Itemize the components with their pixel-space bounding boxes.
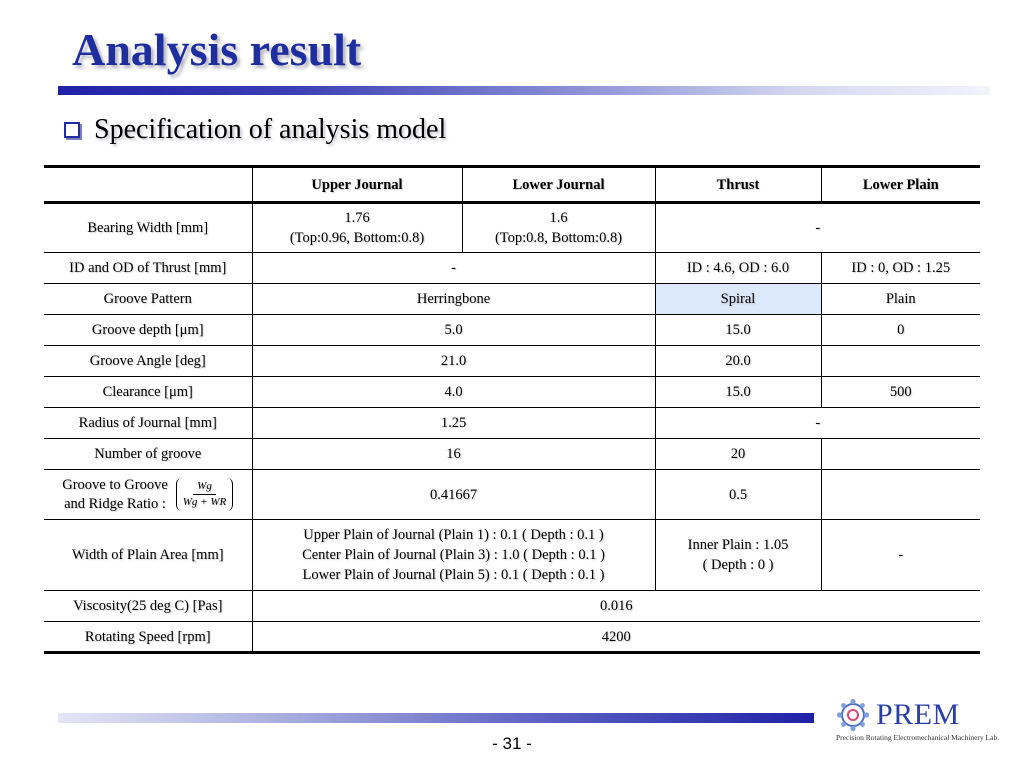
footer-gradient-bar xyxy=(58,713,814,723)
table-row-groove-ratio: Groove to Groove and Ridge Ratio : Wg Wg… xyxy=(44,469,980,520)
table-row-id-od: ID and OD of Thrust [mm] - ID : 4.6, OD … xyxy=(44,252,980,284)
row-label: ID and OD of Thrust [mm] xyxy=(44,252,253,284)
plain-1-text: Upper Plain of Journal (Plain 1) : 0.1 (… xyxy=(303,527,604,543)
cell-value: 1.76 xyxy=(344,210,370,226)
cell-thrust: ID : 4.6, OD : 6.0 xyxy=(654,252,822,284)
cell-upper-journal: 1.76 (Top:0.96, Bottom:0.8) xyxy=(251,202,463,253)
row-label-line1: Groove to Groove xyxy=(62,476,168,493)
cell-thrust: 0.5 xyxy=(654,469,822,520)
row-label: Radius of Journal [mm] xyxy=(44,407,253,439)
cell-plain: 500 xyxy=(820,376,980,408)
header-lower-journal: Lower Journal xyxy=(461,166,656,204)
cell-plain: Plain xyxy=(820,283,980,315)
slide-title: Analysis result xyxy=(72,24,362,75)
row-label: Groove Angle [deg] xyxy=(44,345,253,377)
cell-plain xyxy=(820,438,980,470)
cell-thrust: 20 xyxy=(654,438,822,470)
inner-plain-text: Inner Plain : 1.05 xyxy=(687,537,789,553)
ratio-formula: Wg Wg + WR xyxy=(175,478,234,511)
cell-thrust-highlighted: Spiral xyxy=(654,283,822,315)
specification-table: Upper Journal Lower Journal Thrust Lower… xyxy=(44,165,980,654)
row-label: Rotating Speed [rpm] xyxy=(44,621,253,653)
formula-denominator: Wg + WR xyxy=(182,496,227,508)
checkbox-bullet-icon xyxy=(64,122,80,138)
table-row-radius: Radius of Journal [mm] 1.25 - xyxy=(44,407,980,439)
table-row-viscosity: Viscosity(25 deg C) [Pas] 0.016 xyxy=(44,590,980,622)
logo-name: PREM xyxy=(876,698,960,731)
cell-thrust: 15.0 xyxy=(654,314,822,346)
table-row-groove-pattern: Groove Pattern Herringbone Spiral Plain xyxy=(44,283,980,315)
header-upper-journal: Upper Journal xyxy=(251,166,463,204)
cell-journal: 0.41667 xyxy=(251,469,656,520)
cell-journal: Herringbone xyxy=(251,283,656,315)
logo-subtitle: Precision Rotating Electromechanical Mac… xyxy=(836,733,1000,742)
row-label: Groove depth [μm] xyxy=(44,314,253,346)
cell-all: 4200 xyxy=(251,621,980,653)
table-row-groove-depth: Groove depth [μm] 5.0 15.0 0 xyxy=(44,314,980,346)
cell-journal: 4.0 xyxy=(251,376,656,408)
header-empty xyxy=(44,166,253,204)
cell-all: 0.016 xyxy=(251,590,980,622)
table-row-clearance: Clearance [μm] 4.0 15.0 500 xyxy=(44,376,980,408)
cell-thrust: Inner Plain : 1.05 ( Depth : 0 ) xyxy=(654,519,822,591)
plain-3-text: Center Plain of Journal (Plain 3) : 1.0 … xyxy=(302,547,605,563)
table-row-rotating-speed: Rotating Speed [rpm] 4200 xyxy=(44,621,980,653)
cell-journal: 5.0 xyxy=(251,314,656,346)
section-heading: Specification of analysis model xyxy=(64,110,446,150)
row-label-line2: and Ridge Ratio : xyxy=(64,495,166,512)
cell-journal: Upper Plain of Journal (Plain 1) : 0.1 (… xyxy=(251,519,656,591)
row-label: Clearance [μm] xyxy=(44,376,253,408)
table-row-plain-width: Width of Plain Area [mm] Upper Plain of … xyxy=(44,519,980,591)
table-row-number-of-groove: Number of groove 16 20 xyxy=(44,438,980,470)
header-lower-plain: Lower Plain xyxy=(820,166,980,204)
cell-journal: 1.25 xyxy=(251,407,656,439)
row-label: Width of Plain Area [mm] xyxy=(44,519,253,591)
cell-detail: (Top:0.8, Bottom:0.8) xyxy=(494,230,623,246)
formula-numerator: Wg xyxy=(193,480,216,495)
cell-journal: 16 xyxy=(251,438,656,470)
table-row-bearing-width: Bearing Width [mm] 1.76 (Top:0.96, Botto… xyxy=(44,202,980,253)
gear-logo-icon xyxy=(836,698,870,732)
table-header-row: Upper Journal Lower Journal Thrust Lower… xyxy=(44,166,980,204)
cell-thrust-plain: - xyxy=(654,407,980,439)
title-underline-bar xyxy=(58,86,990,95)
row-label: Viscosity(25 deg C) [Pas] xyxy=(44,590,253,622)
row-label: Groove to Groove and Ridge Ratio : Wg Wg… xyxy=(44,469,253,520)
page-number: - 31 - xyxy=(492,734,532,753)
prem-logo: PREM Precision Rotating Electromechanica… xyxy=(836,698,1000,746)
cell-value: 1.6 xyxy=(549,210,568,226)
cell-plain: 0 xyxy=(820,314,980,346)
cell-journal: - xyxy=(251,252,656,284)
row-label: Groove Pattern xyxy=(44,283,253,315)
cell-thrust-plain: - xyxy=(654,202,980,253)
cell-thrust: 15.0 xyxy=(654,376,822,408)
cell-plain xyxy=(820,345,980,377)
section-heading-text: Specification of analysis model xyxy=(94,114,447,145)
cell-plain: ID : 0, OD : 1.25 xyxy=(820,252,980,284)
cell-plain xyxy=(820,469,980,520)
cell-journal: 21.0 xyxy=(251,345,656,377)
cell-detail: (Top:0.96, Bottom:0.8) xyxy=(289,230,425,246)
row-label: Bearing Width [mm] xyxy=(44,202,253,253)
row-label: Number of groove xyxy=(44,438,253,470)
table-row-groove-angle: Groove Angle [deg] 21.0 20.0 xyxy=(44,345,980,377)
inner-plain-depth: ( Depth : 0 ) xyxy=(702,557,774,573)
cell-lower-journal: 1.6 (Top:0.8, Bottom:0.8) xyxy=(461,202,656,253)
cell-thrust: 20.0 xyxy=(654,345,822,377)
plain-5-text: Lower Plain of Journal (Plain 5) : 0.1 (… xyxy=(302,567,605,583)
cell-plain: - xyxy=(820,519,980,591)
header-thrust: Thrust xyxy=(654,166,822,204)
